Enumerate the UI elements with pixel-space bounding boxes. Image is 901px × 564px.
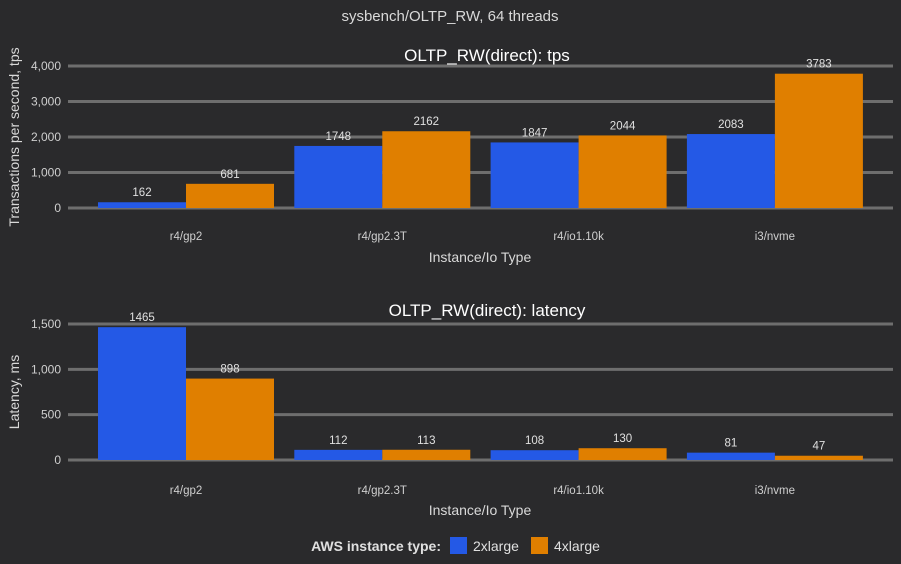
y-tick-label: 4,000: [31, 59, 61, 73]
data-label: 113: [417, 435, 435, 447]
panel-title: OLTP_RW(direct): tps: [404, 46, 570, 65]
bar-2xlarge: [98, 327, 186, 460]
y-tick-label: 500: [41, 408, 61, 422]
y-tick-label: 1,000: [31, 362, 61, 376]
data-label: 1465: [129, 312, 155, 324]
data-label: 47: [813, 441, 826, 453]
legend-title: AWS instance type:: [311, 538, 441, 554]
bar-4xlarge: [186, 378, 274, 460]
figure-title: sysbench/OLTP_RW, 64 threads: [341, 8, 558, 25]
y-tick-label: 0: [54, 453, 61, 467]
bar-2xlarge: [98, 202, 186, 208]
bar-2xlarge: [686, 134, 775, 208]
panel-title: OLTP_RW(direct): latency: [389, 301, 586, 320]
legend: AWS instance type: 2xlarge 4xlarge: [311, 537, 600, 554]
data-label: 898: [220, 364, 239, 376]
bar-4xlarge: [578, 448, 667, 460]
y-axis-label: Latency, ms: [6, 355, 22, 429]
legend-swatch-4xlarge: [531, 537, 548, 554]
bar-2xlarge: [490, 450, 579, 460]
x-axis-label: Instance/Io Type: [429, 249, 532, 265]
legend-swatch-2xlarge: [450, 537, 467, 554]
y-tick-label: 2,000: [31, 130, 61, 144]
panel-tps: 0 1,000 2,000 3,000 4,000 OLTP_RW(direct): tp…: [6, 46, 893, 265]
x-tick-label: r4/io1.10k: [553, 231, 604, 243]
bar-4xlarge: [382, 131, 471, 208]
data-label: 130: [613, 433, 632, 445]
bar-2xlarge: [294, 145, 383, 208]
x-tick-label: r4/gp2: [170, 485, 203, 497]
x-tick-label: i3/nvme: [755, 231, 795, 243]
y-tick-label: 0: [54, 201, 61, 215]
data-label: 3783: [806, 59, 832, 71]
x-axis-label: Instance/Io Type: [429, 502, 532, 518]
bar-4xlarge: [382, 449, 471, 460]
legend-label-2xlarge: 2xlarge: [473, 538, 519, 554]
data-label: 1847: [522, 127, 548, 139]
data-label: 108: [525, 435, 544, 447]
x-tick-label: r4/gp2.3T: [358, 485, 407, 497]
y-tick-label: 1,000: [31, 166, 61, 180]
x-tick-label: r4/gp2: [170, 231, 203, 243]
x-tick-label: i3/nvme: [755, 485, 795, 497]
x-tick-label: r4/gp2.3T: [358, 231, 407, 243]
data-label: 2162: [414, 116, 440, 128]
panel-latency: 0 500 1,000 1,500 OLTP_RW(direct): latency La…: [6, 301, 893, 518]
data-label: 81: [725, 438, 738, 450]
bar-4xlarge: [774, 73, 863, 209]
bar-4xlarge: [578, 135, 667, 208]
data-label: 681: [220, 169, 239, 181]
bar-4xlarge: [186, 183, 274, 208]
bar-2xlarge: [686, 452, 775, 460]
y-axis-label: Transactions per second, tps: [6, 47, 22, 226]
bar-2xlarge: [294, 449, 383, 460]
legend-label-4xlarge: 4xlarge: [554, 538, 600, 554]
data-label: 2044: [610, 120, 636, 132]
data-label: 112: [329, 435, 347, 447]
x-tick-label: r4/io1.10k: [553, 485, 604, 497]
bar-4xlarge: [774, 455, 863, 460]
data-label: 162: [132, 187, 151, 199]
data-label: 2083: [718, 119, 744, 131]
y-tick-label: 3,000: [31, 95, 61, 109]
data-label: 1748: [326, 131, 352, 143]
y-tick-label: 1,500: [31, 317, 61, 331]
bar-2xlarge: [490, 142, 579, 208]
